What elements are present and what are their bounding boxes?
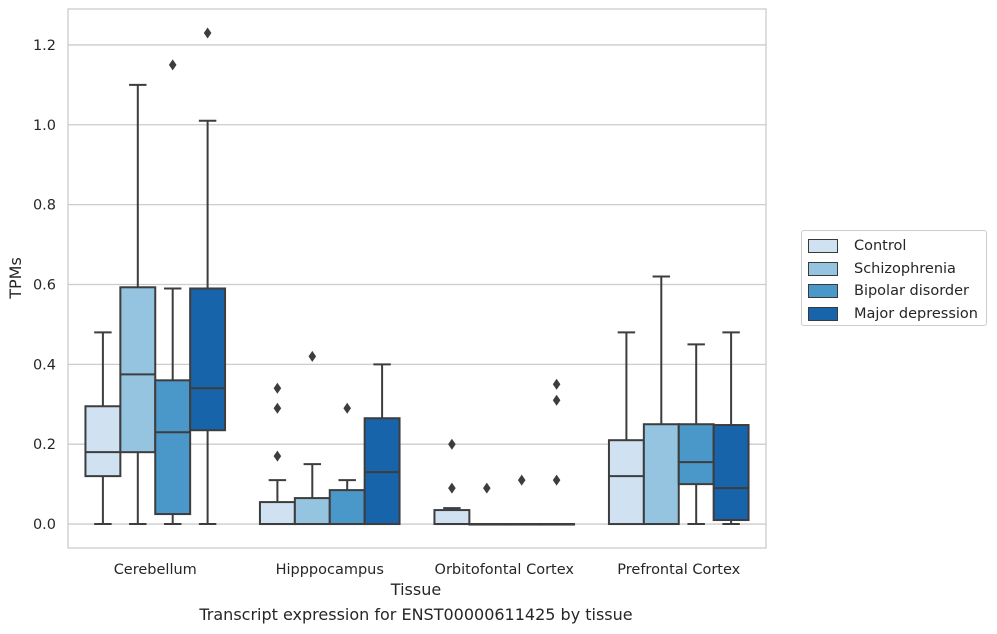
box (84, 405, 122, 478)
box (607, 439, 645, 526)
outlier-marker (517, 474, 526, 486)
legend-label-major-depression: Major depression (854, 305, 978, 322)
legend-item-schizophrenia: Schizophrenia (808, 258, 980, 281)
y-tick-label: 0.4 (33, 357, 56, 373)
x-axis-label: Tissue (390, 580, 441, 599)
outlier-marker (343, 402, 351, 414)
outlier-marker (552, 378, 561, 390)
outlier-marker (273, 450, 282, 462)
legend-swatch-bipolar-disorder (808, 284, 838, 299)
y-axis-label: TPMs (6, 257, 25, 300)
legend-item-bipolar-disorder: Bipolar disorder (808, 280, 980, 303)
box (258, 501, 296, 526)
box-group (607, 331, 645, 526)
y-tick-label: 0.0 (33, 517, 56, 533)
box-group (503, 474, 541, 526)
box-group (119, 83, 157, 526)
box-group (433, 438, 471, 526)
box-group (328, 402, 366, 526)
outlier-marker (552, 474, 561, 486)
outlier-marker (273, 402, 282, 414)
box-group (189, 27, 227, 526)
legend-swatch-control (808, 239, 838, 254)
box-plots (84, 27, 750, 526)
x-tick-label: Prefrontal Cortex (617, 562, 740, 578)
y-tick-label: 1.2 (33, 38, 56, 54)
legend-item-major-depression: Major depression (808, 303, 980, 326)
box-group (677, 343, 715, 526)
box (677, 423, 715, 486)
box (119, 286, 157, 454)
plot-frame (67, 8, 767, 549)
box-group (293, 350, 331, 526)
outlier-marker (203, 27, 212, 39)
box (433, 509, 471, 526)
box (328, 489, 366, 526)
box (712, 424, 750, 522)
box-group (712, 331, 750, 526)
box-group (642, 275, 680, 526)
y-tick-label: 0.6 (33, 277, 56, 293)
box (293, 497, 331, 526)
box-group (84, 331, 122, 526)
outlier-marker (168, 59, 177, 71)
box-group (538, 378, 576, 526)
outlier-marker (273, 382, 282, 394)
y-tick-label: 0.8 (33, 198, 56, 214)
outlier-marker (552, 394, 561, 406)
legend-label-control: Control (854, 238, 907, 255)
outlier-marker (483, 482, 491, 494)
y-tick-label: 0.2 (33, 437, 56, 453)
legend-item-control: Control (808, 235, 980, 258)
outlier-marker (308, 350, 317, 362)
box-group (258, 382, 296, 526)
chart-caption: Transcript expression for ENST0000061142… (199, 605, 633, 624)
legend-label-bipolar-disorder: Bipolar disorder (854, 283, 969, 300)
box-group (154, 59, 192, 526)
x-tick-label: Cerebellum (114, 562, 197, 578)
y-tick-label: 1.0 (33, 118, 56, 134)
box-group (363, 363, 401, 526)
box-group (468, 482, 506, 526)
box (189, 287, 227, 432)
legend-swatch-schizophrenia (808, 261, 838, 276)
box (642, 423, 680, 526)
outlier-marker (448, 482, 456, 494)
legend-swatch-major-depression (808, 306, 838, 321)
legend: Control Schizophrenia Bipolar disorder M… (801, 230, 987, 326)
box (154, 379, 192, 516)
y-tick-labels: 0.0 0.2 0.4 0.6 0.8 1.0 1.2 (33, 38, 56, 533)
x-tick-label: Orbitofontal Cortex (435, 562, 575, 578)
x-tick-labels: Cerebellum Hipppocampus Orbitofontal Corte… (114, 562, 741, 578)
outlier-marker (448, 438, 456, 450)
x-tick-label: Hipppocampus (276, 562, 384, 578)
legend-label-schizophrenia: Schizophrenia (854, 260, 956, 277)
